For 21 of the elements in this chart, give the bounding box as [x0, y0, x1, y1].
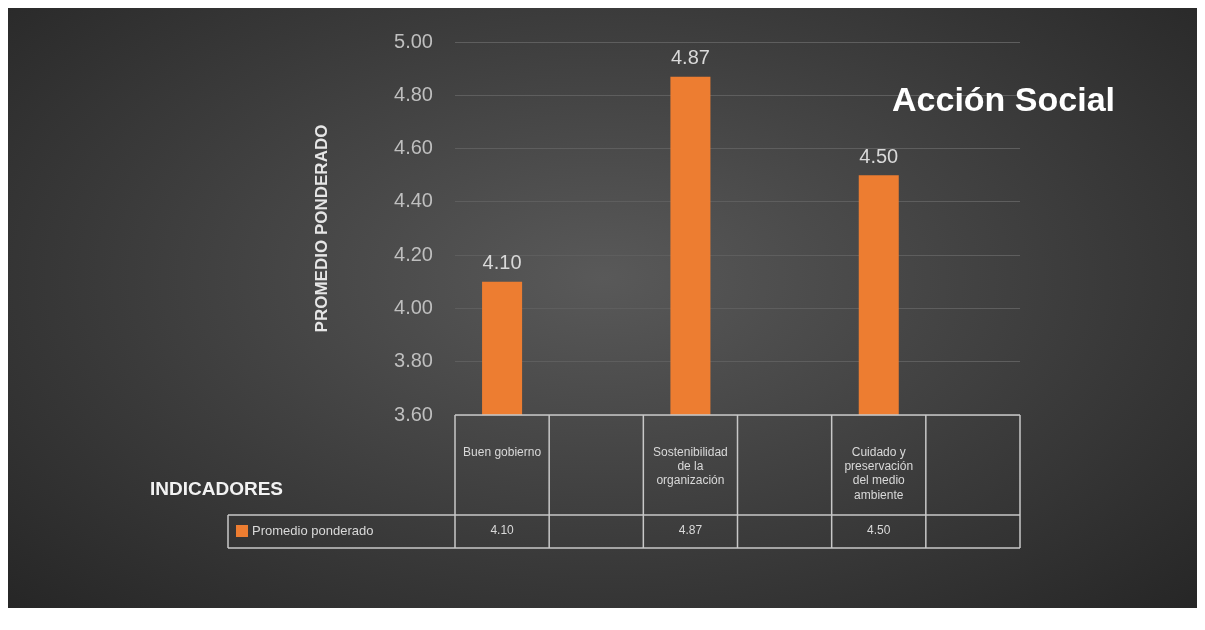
y-tick-label: 3.60: [394, 402, 433, 425]
y-tick-label: 3.80: [394, 349, 433, 372]
y-tick-label: 4.80: [394, 82, 433, 105]
x-tick-label: Buen gobierno: [463, 444, 542, 459]
y-axis-title: PROMEDIO PONDERADO: [311, 124, 331, 333]
y-tick-label: 4.20: [394, 242, 433, 265]
text: 4.50: [859, 144, 899, 167]
text: INDICADORES: [150, 478, 284, 500]
x-tick-label: Sostenibilidad de la organización: [653, 444, 728, 488]
y-tick-label: 4.40: [394, 189, 433, 212]
y-tick-label: 4.00: [394, 295, 433, 318]
y-tick-label: 4.60: [394, 136, 433, 159]
text: 4.87: [670, 46, 710, 69]
text: Acción Social: [892, 80, 1115, 119]
text: 4.10: [482, 251, 522, 274]
legend-label: Promedio ponderado: [252, 522, 374, 538]
data-label: 4.10: [490, 523, 515, 538]
data-label: 4.87: [678, 523, 703, 538]
data-label: 4.50: [867, 523, 891, 538]
y-tick-label: 5.00: [394, 29, 433, 52]
x-tick-label: Cuidado y preservación del medio ambiente: [844, 444, 914, 502]
